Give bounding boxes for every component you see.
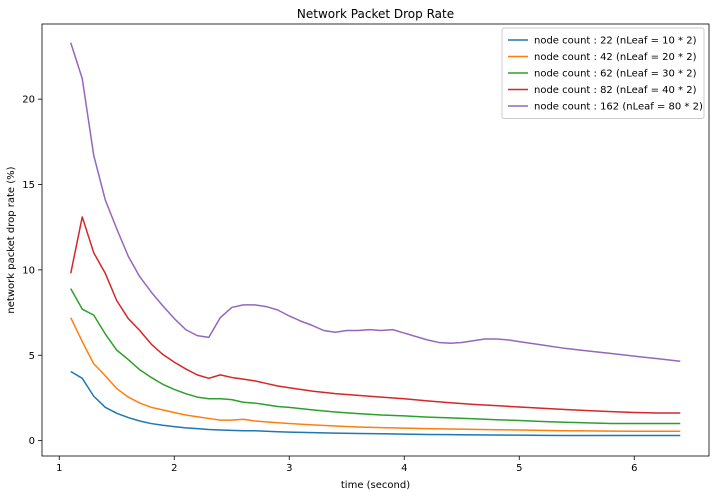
x-tick-label: 1 <box>56 463 62 474</box>
legend-entry-label: node count : 62 (nLeaf = 30 * 2) <box>534 69 697 80</box>
legend-entry-label: node count : 22 (nLeaf = 10 * 2) <box>534 36 697 47</box>
series-line-1 <box>70 370 681 437</box>
x-tick-label: 6 <box>631 463 637 474</box>
series-line-2 <box>70 317 681 432</box>
chart-title: Network Packet Drop Rate <box>297 7 454 21</box>
y-tick-label: 5 <box>29 351 35 362</box>
x-tick-label: 3 <box>286 463 292 474</box>
series-line-4 <box>70 216 681 414</box>
x-tick-label: 4 <box>401 463 407 474</box>
y-tick-label: 15 <box>22 180 35 191</box>
x-tick-label: 5 <box>516 463 522 474</box>
legend-entry-label: node count : 162 (nLeaf = 80 * 2) <box>534 102 703 113</box>
legend-entry-label: node count : 42 (nLeaf = 20 * 2) <box>534 52 697 63</box>
x-axis-label: time (second) <box>341 480 410 491</box>
legend: node count : 22 (nLeaf = 10 * 2) node cou… <box>501 27 705 119</box>
legend-box <box>501 27 705 119</box>
axes-frame <box>41 23 710 457</box>
y-tick-label: 10 <box>22 265 35 276</box>
legend-entry-label: node count : 82 (nLeaf = 40 * 2) <box>534 85 697 96</box>
y-tick-label: 0 <box>29 436 35 447</box>
plot-area <box>70 42 681 437</box>
series-line-3 <box>70 288 681 425</box>
y-axis-label: network packet drop rate (%) <box>6 166 17 313</box>
series-line-5 <box>70 42 681 362</box>
x-tick-label: 2 <box>171 463 177 474</box>
axes: 1 2 3 4 5 6 0 5 10 15 20 <box>22 23 710 474</box>
y-tick-label: 20 <box>22 95 35 106</box>
